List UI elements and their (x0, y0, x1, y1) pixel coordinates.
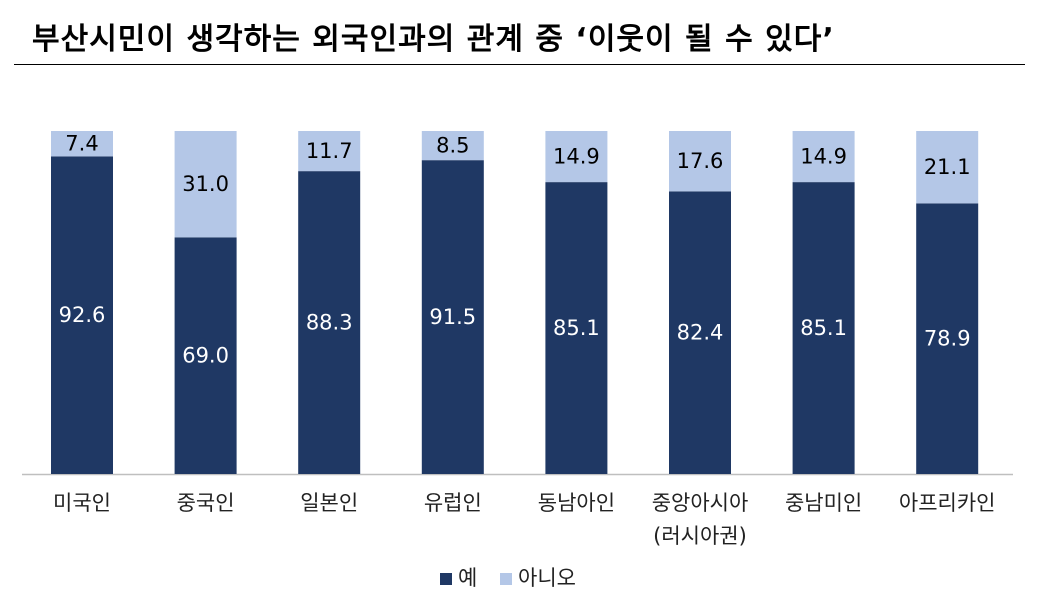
category-label-5-line2: (러시아권) (653, 524, 747, 548)
data-label-no-6: 14.9 (800, 145, 847, 169)
legend-swatch-yes (440, 573, 452, 585)
bar-no-2 (298, 131, 361, 172)
data-label-no-3: 8.5 (436, 134, 469, 158)
data-label-yes-3: 91.5 (429, 305, 476, 329)
bar-yes-1 (174, 237, 237, 474)
bar-yes-2 (298, 171, 361, 475)
category-label-7: 아프리카인 (899, 491, 996, 515)
bar-no-0 (51, 131, 113, 157)
data-label-no-7: 21.1 (924, 155, 971, 179)
category-label-2: 일본인 (300, 491, 358, 515)
category-label-5: 중앙아시아 (652, 491, 749, 515)
data-label-no-0: 7.4 (65, 132, 98, 156)
bar-yes-3 (421, 160, 484, 474)
bar-no-6 (792, 131, 855, 183)
title-divider (14, 64, 1025, 65)
data-label-no-2: 11.7 (306, 139, 353, 163)
data-label-yes-5: 82.4 (677, 321, 724, 345)
bar-yes-5 (669, 191, 731, 475)
data-label-yes-2: 88.3 (306, 311, 353, 335)
data-label-yes-0: 92.6 (59, 303, 106, 327)
chart-title: 부산시민이 생각하는 외국인과의 관계 중 ‘이웃이 될 수 있다’ (32, 22, 835, 57)
category-label-0: 미국인 (53, 491, 111, 515)
legend-swatch-no (500, 573, 512, 585)
bar-no-4 (545, 131, 608, 183)
data-label-no-4: 14.9 (553, 145, 600, 169)
bar-yes-0 (51, 156, 113, 474)
bar-no-7 (916, 131, 979, 204)
category-label-1: 중국인 (177, 491, 235, 515)
bar-yes-4 (545, 182, 608, 474)
data-label-yes-6: 85.1 (800, 316, 847, 340)
bar-no-5 (669, 131, 731, 192)
category-label-3: 유럽인 (424, 491, 482, 515)
data-label-yes-1: 69.0 (182, 344, 229, 368)
data-label-yes-4: 85.1 (553, 316, 600, 340)
category-label-4: 동남아인 (538, 491, 615, 515)
data-label-yes-7: 78.9 (924, 327, 971, 351)
legend-label-yes: 예 (458, 566, 477, 590)
data-label-no-1: 31.0 (182, 172, 229, 196)
legend-label-no: 아니오 (518, 566, 576, 590)
bar-yes-7 (916, 203, 979, 475)
bar-yes-6 (792, 182, 855, 474)
bar-no-1 (174, 131, 237, 238)
category-label-6: 중남미인 (785, 491, 862, 515)
data-label-no-5: 17.6 (677, 149, 724, 173)
bar-no-3 (421, 131, 484, 161)
